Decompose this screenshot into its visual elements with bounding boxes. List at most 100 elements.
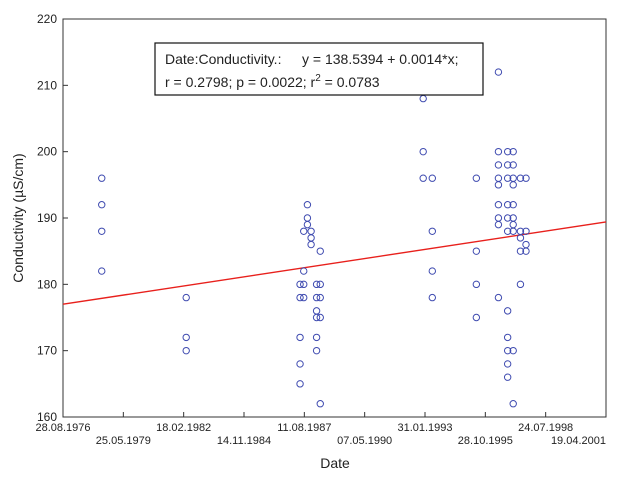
data-point [509,227,517,235]
data-point [503,307,512,315]
data-point [494,181,503,189]
x-tick-label: 25.05.1979 [96,435,151,447]
annotation-stats: r = 0.2798; p = 0.0022; r2 = 0.0783 [165,73,380,90]
data-point [503,333,512,342]
data-point [296,280,304,289]
data-point [428,227,437,235]
annotation-prefix: Date:Conductivity.: [165,51,281,67]
data-point [312,293,321,302]
data-point [494,68,503,76]
data-point [509,346,517,355]
data-point [316,400,324,408]
data-point [503,346,512,355]
data-point [98,174,106,182]
y-tick-label: 200 [37,145,57,159]
x-tick-label: 19.04.2001 [551,435,606,447]
annotation-r2-superscript: 2 [315,73,321,84]
data-point [503,161,512,169]
data-point [312,346,321,355]
data-point [296,293,304,302]
annotation-equation: y = 138.5394 + 0.0014*x; [302,51,458,67]
y-tick-label: 220 [37,12,57,26]
data-point [316,247,324,255]
x-tick-label: 28.08.1976 [35,422,90,434]
data-point [419,174,427,182]
data-point [296,333,304,342]
data-point [522,174,530,182]
x-tick-label: 11.08.1987 [277,422,331,434]
data-point [316,280,324,289]
data-point [472,313,481,322]
data-point [428,267,437,275]
data-point [316,313,324,322]
data-point [428,174,437,182]
y-tick-label: 190 [37,211,57,225]
x-tick-label: 14.11.1984 [217,435,271,447]
y-tick-label: 160 [37,410,57,424]
data-point [182,346,190,355]
data-point [296,380,304,388]
y-axis: 160 170 180 190 200 210 220 [37,12,68,424]
data-point [516,234,525,242]
annotation-stats-base: r = 0.2798; p = 0.0022; r [165,74,316,90]
y-tick-label: 170 [37,344,57,358]
y-axis-label: Conductivity (µS/cm) [10,153,26,282]
data-point [303,201,312,209]
data-point [522,247,530,255]
data-point [300,267,308,275]
data-point [503,227,512,235]
x-axis-label: Date [320,455,350,471]
data-points-layer [98,68,530,408]
data-point [307,240,315,249]
data-point [472,247,481,255]
regression-annotation-box: Date:Conductivity.: y = 138.5394 + 0.001… [154,42,484,96]
data-point [516,247,525,255]
x-tick-label: 28.10.1995 [458,435,513,447]
data-point [494,161,503,169]
annotation-frame [154,42,484,96]
data-point [296,360,304,368]
data-point [503,373,512,381]
data-point [303,220,312,229]
data-point [472,280,481,289]
data-point [503,214,512,222]
data-point [182,333,190,342]
data-point [472,174,481,182]
regression-line [62,221,607,305]
data-point [509,181,517,189]
data-point [503,201,512,209]
data-point [428,293,437,302]
data-point [494,201,503,209]
x-tick-label: 31.01.1993 [397,422,452,434]
data-point [300,227,308,235]
data-point [419,147,427,156]
data-point [98,267,106,275]
fit-line-layer [62,221,607,305]
data-point [316,293,324,302]
data-point [494,147,503,156]
x-axis: 28.08.1976 25.05.1979 18.02.1982 14.11.1984… [35,412,607,447]
data-point [300,293,308,302]
data-point [503,174,512,182]
x-tick-label: 07.05.1990 [337,435,392,447]
data-point [312,280,321,289]
data-point [312,333,321,342]
data-point [509,400,517,408]
annotation-stats-rest: = 0.0783 [321,74,380,90]
data-point [98,227,106,235]
data-point [300,280,308,289]
y-tick-label: 180 [37,277,57,291]
data-point [503,360,512,368]
data-point [312,313,321,322]
data-point [182,293,190,302]
data-point [494,220,503,229]
data-point [522,227,530,235]
data-point [509,161,517,169]
data-point [516,174,525,182]
y-tick-label: 210 [37,78,57,92]
data-point [503,147,512,156]
x-tick-label: 18.02.1982 [156,422,211,434]
data-point [509,201,517,209]
